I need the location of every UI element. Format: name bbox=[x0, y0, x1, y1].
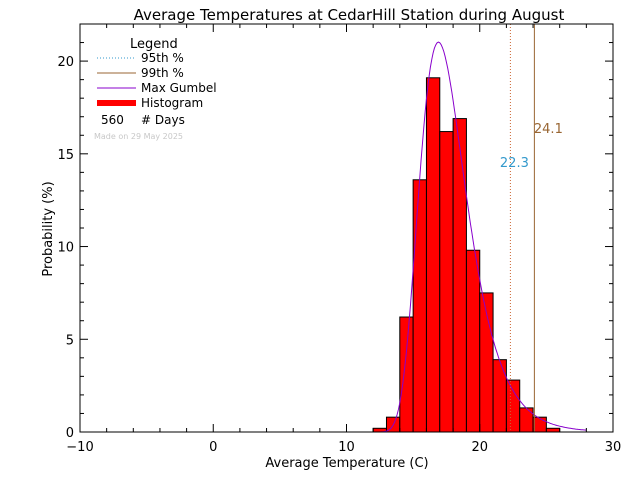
y-tick-label: 20 bbox=[57, 55, 74, 70]
histogram-bar bbox=[519, 407, 534, 433]
gumbel-curve bbox=[379, 41, 587, 433]
legend-day-label: # Days bbox=[141, 113, 185, 127]
x-tick-label: 10 bbox=[338, 440, 355, 455]
y-tick-label: 15 bbox=[57, 148, 74, 163]
legend-day-count: 560 bbox=[101, 113, 124, 127]
legend-entry-label: 99th % bbox=[141, 66, 184, 80]
x-tick-label: 0 bbox=[209, 440, 217, 455]
made-on-note: Made on 29 May 2025 bbox=[94, 132, 183, 141]
y-tick-label: 0 bbox=[66, 426, 74, 441]
x-tick-label: −10 bbox=[66, 440, 93, 455]
histogram-bar bbox=[505, 379, 521, 433]
p99-label: 24.1 bbox=[534, 122, 563, 137]
histogram-bar bbox=[425, 77, 441, 433]
legend-entry-label: Max Gumbel bbox=[141, 81, 217, 95]
x-tick-label: 20 bbox=[471, 440, 488, 455]
histogram-bars bbox=[372, 77, 561, 433]
y-tick-label: 10 bbox=[57, 241, 74, 256]
gumbel-curve-layer bbox=[379, 41, 587, 433]
histogram-bar bbox=[465, 249, 481, 433]
histogram-bar bbox=[452, 118, 467, 433]
histogram-bar bbox=[492, 359, 507, 433]
histogram-bar bbox=[399, 316, 414, 433]
x-tick-label: 30 bbox=[605, 440, 622, 455]
legend-title: Legend bbox=[130, 37, 178, 52]
histogram-bar bbox=[532, 416, 547, 433]
y-axis-title: Probability (%) bbox=[41, 181, 56, 276]
legend-entry-label: 95th % bbox=[141, 51, 184, 65]
chart-title: Average Temperatures at CedarHill Statio… bbox=[134, 6, 565, 24]
percentile-lines: 22.3 24.1 bbox=[500, 24, 563, 432]
x-axis-title: Average Temperature (C) bbox=[265, 456, 428, 471]
p95-label: 22.3 bbox=[500, 156, 529, 171]
legend-entry-label: Histogram bbox=[141, 96, 203, 110]
histogram-bar bbox=[545, 427, 561, 433]
histogram-bar bbox=[412, 179, 427, 433]
y-tick-label: 5 bbox=[66, 333, 74, 348]
histogram-bar bbox=[439, 131, 454, 433]
